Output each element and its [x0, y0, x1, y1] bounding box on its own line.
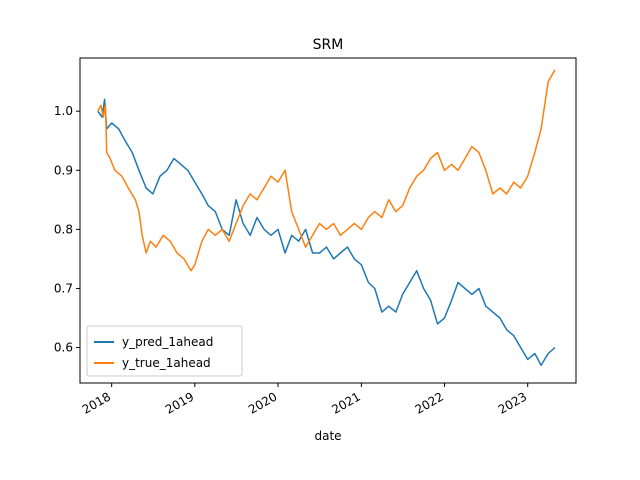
x-axis-label: date — [314, 429, 341, 443]
series-line-y-true-1ahead — [97, 69, 556, 272]
legend-label-y-true-1ahead: y_true_1ahead — [122, 356, 211, 370]
series-line-y-pred-1ahead — [97, 98, 556, 367]
y-tick-label: 0.8 — [54, 222, 73, 236]
chart-title: SRM — [313, 37, 344, 53]
legend-box — [86, 325, 243, 377]
y-tick-label: 0.7 — [54, 281, 73, 295]
legend: y_pred_1ahead y_true_1ahead — [86, 325, 243, 377]
plot-frame — [79, 57, 577, 384]
y-tick-label: 0.6 — [54, 341, 73, 355]
series-lines — [97, 69, 556, 367]
y-tick-label: 0.9 — [54, 163, 73, 177]
y-axis: 0.6 0.7 0.8 0.9 1.0 — [54, 104, 80, 355]
legend-label-y-pred-1ahead: y_pred_1ahead — [122, 335, 213, 349]
y-tick-label: 1.0 — [54, 104, 73, 118]
